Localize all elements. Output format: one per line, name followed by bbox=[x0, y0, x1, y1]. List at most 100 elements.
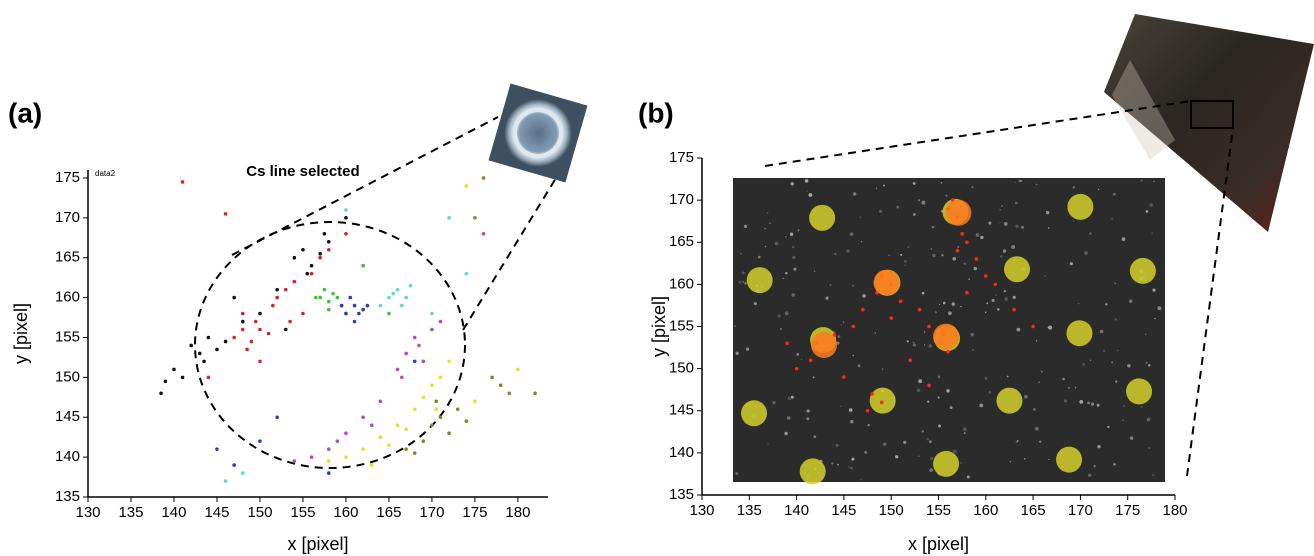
speckle bbox=[1016, 441, 1018, 443]
speckle bbox=[1113, 463, 1115, 465]
scatter-point bbox=[430, 328, 434, 332]
scatter-point bbox=[465, 419, 469, 423]
x-tick-label: 170 bbox=[419, 504, 444, 521]
speckle bbox=[1097, 445, 1100, 448]
speckle bbox=[792, 256, 795, 259]
speckle bbox=[912, 342, 914, 344]
scatter-point bbox=[323, 232, 327, 236]
scatter-point bbox=[288, 320, 292, 324]
speckle bbox=[1000, 255, 1002, 257]
speckle bbox=[974, 267, 977, 270]
y-tick-label: 155 bbox=[55, 328, 80, 345]
scatter-point bbox=[323, 288, 327, 292]
speckle bbox=[926, 438, 928, 440]
speckle bbox=[1152, 289, 1155, 292]
speckle bbox=[913, 182, 916, 185]
x-tick-label: 140 bbox=[161, 504, 186, 521]
scatter-point bbox=[314, 296, 318, 300]
x-tick-label: 175 bbox=[462, 504, 487, 521]
scatter-point bbox=[344, 232, 348, 236]
speckle bbox=[782, 278, 783, 279]
scatter-point bbox=[241, 320, 245, 324]
speckle bbox=[1123, 405, 1125, 407]
y-tick-label: 175 bbox=[669, 149, 694, 166]
scatter-point bbox=[361, 415, 365, 419]
scatter-point bbox=[413, 336, 417, 340]
speckle bbox=[988, 391, 991, 394]
speckle bbox=[1073, 186, 1076, 189]
scatter-point bbox=[370, 463, 374, 467]
speckle bbox=[1004, 290, 1006, 292]
speckle bbox=[860, 216, 862, 218]
zoom-line bbox=[232, 117, 498, 255]
speckle bbox=[840, 406, 841, 407]
spot bbox=[933, 324, 959, 350]
scatter-point bbox=[417, 344, 421, 348]
speckle bbox=[826, 297, 829, 300]
scatter-point bbox=[499, 384, 503, 388]
speckle bbox=[767, 444, 768, 445]
speckle bbox=[808, 193, 812, 197]
speckle bbox=[971, 186, 973, 188]
speckle bbox=[1004, 222, 1008, 226]
spot bbox=[1067, 194, 1093, 220]
speckle bbox=[851, 458, 854, 461]
speckle bbox=[1100, 330, 1103, 333]
speckle bbox=[1115, 380, 1117, 382]
speckle bbox=[918, 379, 922, 383]
speckle bbox=[769, 222, 771, 224]
speckle bbox=[1115, 318, 1117, 320]
speckle bbox=[785, 311, 789, 315]
scatter-point bbox=[344, 312, 348, 316]
speckle bbox=[986, 302, 988, 304]
speckle bbox=[1084, 251, 1088, 255]
speckle bbox=[1107, 426, 1109, 428]
speckle bbox=[907, 340, 909, 342]
speckle bbox=[767, 212, 769, 214]
spot bbox=[870, 388, 896, 414]
speckle bbox=[900, 254, 902, 256]
scatter-point bbox=[305, 272, 309, 276]
speckle bbox=[1093, 465, 1095, 467]
speckle bbox=[1062, 378, 1065, 381]
scatter-point bbox=[870, 392, 874, 396]
speckle bbox=[980, 236, 983, 239]
spot bbox=[945, 200, 971, 226]
figure: (a)Cs line selecteddata2x [pixel]y [pixe… bbox=[0, 0, 1314, 556]
speckle bbox=[1024, 395, 1028, 399]
scatter-point bbox=[809, 358, 813, 362]
scatter-point bbox=[232, 336, 236, 340]
scatter-point bbox=[413, 407, 417, 411]
speckle bbox=[1018, 180, 1021, 183]
scatter-point bbox=[224, 212, 228, 216]
scatter-point bbox=[207, 336, 211, 340]
speckle bbox=[853, 192, 856, 195]
speckle bbox=[1154, 318, 1155, 319]
speckle bbox=[850, 420, 853, 423]
spot bbox=[1056, 447, 1082, 473]
speckle bbox=[1098, 189, 1099, 190]
speckle bbox=[895, 455, 898, 458]
speckle bbox=[918, 455, 920, 457]
speckle bbox=[742, 271, 745, 274]
speckle bbox=[867, 424, 869, 426]
scatter-point bbox=[344, 455, 348, 459]
scatter-point bbox=[284, 288, 288, 292]
speckle bbox=[1088, 474, 1091, 477]
speckle bbox=[806, 417, 809, 420]
scatter-point bbox=[404, 447, 408, 451]
speckle bbox=[861, 241, 862, 242]
speckle bbox=[787, 416, 791, 420]
scatter-point bbox=[473, 216, 477, 220]
scatter-point bbox=[189, 344, 193, 348]
speckle bbox=[765, 246, 767, 248]
scatter-point bbox=[400, 304, 404, 308]
speckle bbox=[798, 229, 800, 231]
speckle bbox=[1036, 184, 1038, 186]
speckle bbox=[1148, 364, 1151, 367]
speckle bbox=[744, 225, 747, 228]
speckle bbox=[883, 185, 885, 187]
scatter-point bbox=[482, 232, 486, 236]
scatter-point bbox=[908, 358, 912, 362]
speckle bbox=[790, 233, 793, 236]
